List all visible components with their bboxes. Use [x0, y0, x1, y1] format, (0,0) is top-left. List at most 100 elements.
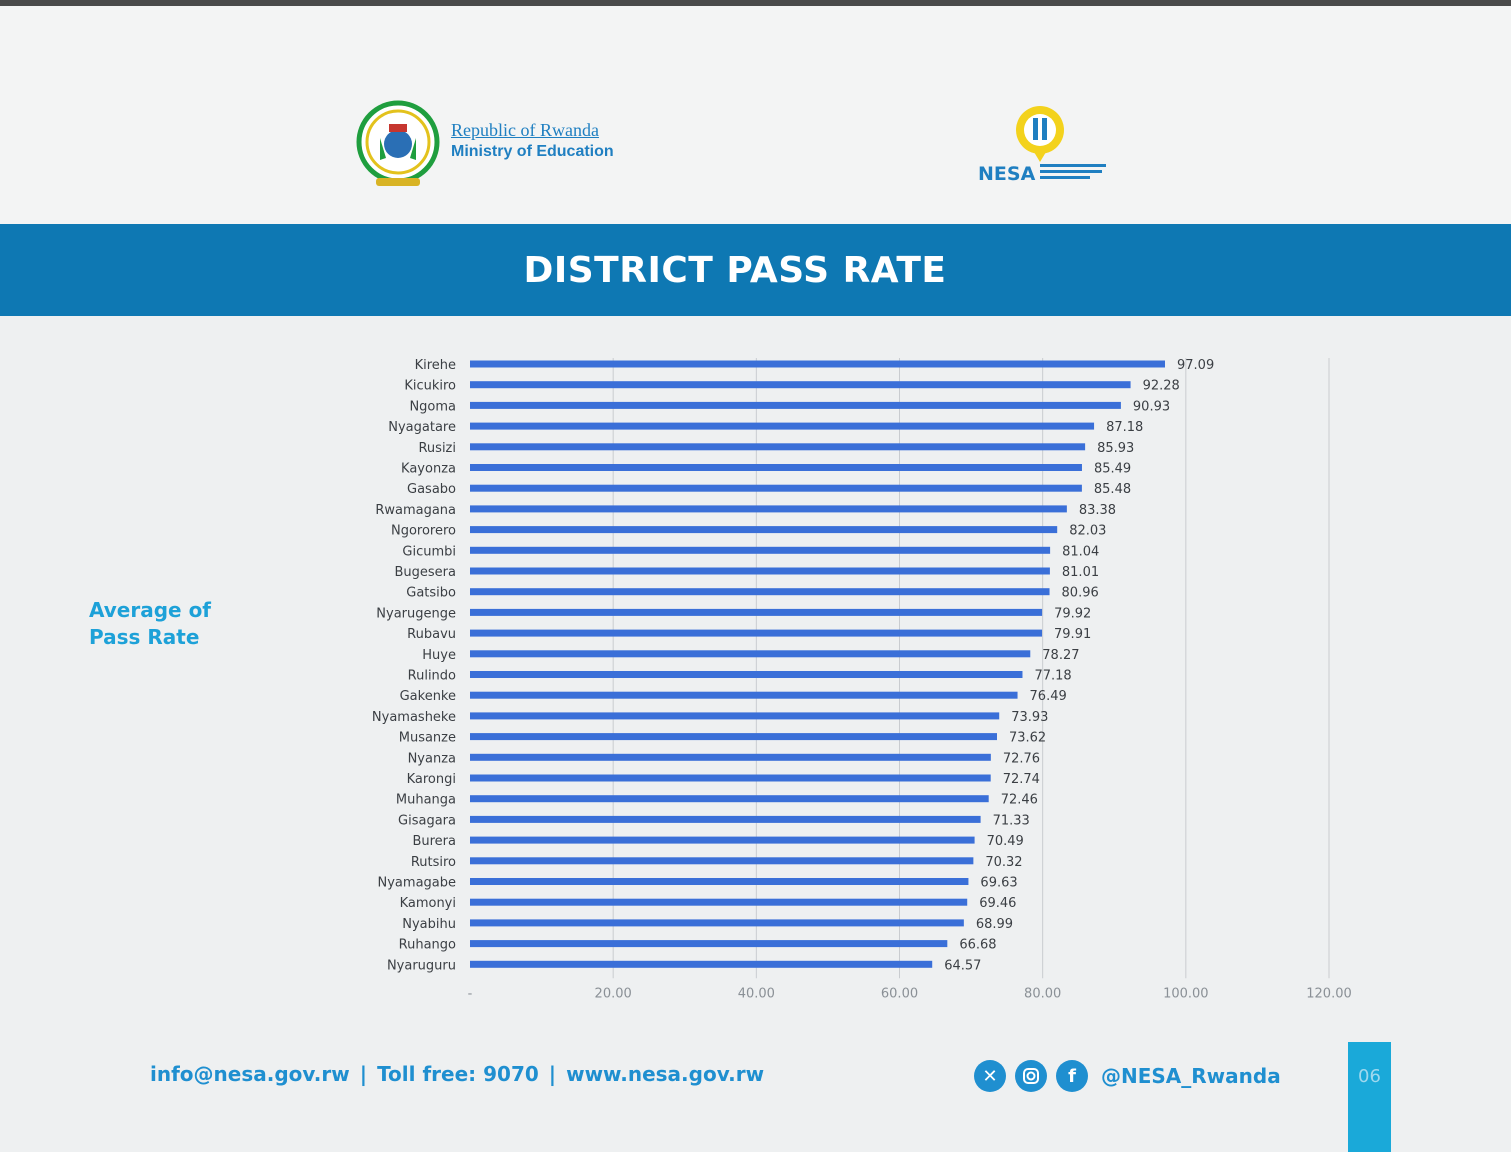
value-label: 80.96: [1062, 586, 1099, 601]
social-links: ✕ f @NESA_Rwanda: [974, 1060, 1281, 1092]
ministry-label: Ministry of Education: [451, 143, 614, 160]
instagram-icon[interactable]: [1015, 1060, 1047, 1092]
page-number-tab: 06: [1348, 1042, 1391, 1152]
rwanda-emblem: [356, 98, 440, 194]
bar: [470, 836, 975, 844]
category-label: Nyamasheke: [372, 710, 456, 725]
bar: [470, 691, 1018, 699]
facebook-icon[interactable]: f: [1056, 1060, 1088, 1092]
value-label: 90.93: [1133, 399, 1170, 414]
category-label: Gasabo: [407, 482, 456, 497]
x-tick-label: 100.00: [1163, 986, 1209, 1001]
category-label: Muhanga: [396, 793, 456, 808]
footer-separator: |: [548, 1062, 557, 1086]
footer-separator: |: [359, 1062, 368, 1086]
category-label: Musanze: [399, 731, 456, 746]
bar: [470, 422, 1095, 430]
value-label: 79.91: [1054, 627, 1091, 642]
category-label: Gisagara: [398, 813, 456, 828]
category-label: Burera: [412, 834, 456, 849]
bar: [470, 753, 991, 761]
page-number: 06: [1358, 1066, 1381, 1087]
bar: [470, 526, 1058, 534]
x-tick-label: 40.00: [738, 986, 775, 1001]
bar: [470, 546, 1051, 554]
bar: [470, 381, 1131, 389]
bar: [470, 484, 1082, 492]
footer-website[interactable]: www.nesa.gov.rw: [566, 1062, 765, 1086]
bar: [470, 360, 1166, 368]
category-label: Gatsibo: [406, 586, 456, 601]
x-twitter-icon[interactable]: ✕: [974, 1060, 1006, 1092]
bar: [470, 608, 1043, 616]
bar: [470, 443, 1086, 451]
category-label: Rubavu: [407, 627, 456, 642]
side-label-line2: Pass Rate: [89, 625, 200, 649]
value-label: 81.04: [1062, 544, 1099, 559]
value-label: 97.09: [1177, 358, 1214, 373]
category-label: Ngororero: [391, 524, 456, 539]
bar: [470, 464, 1082, 471]
value-label: 72.74: [1003, 772, 1040, 787]
bar: [470, 878, 969, 885]
category-label: Kamonyi: [400, 896, 456, 911]
value-label: 72.46: [1001, 793, 1038, 808]
category-label: Nyagatare: [388, 420, 456, 435]
bar: [470, 733, 997, 741]
value-label: 83.38: [1079, 503, 1116, 518]
title-banner: DISTRICT PASS RATE: [0, 224, 1511, 316]
category-label: Nyanza: [408, 751, 456, 766]
value-label: 87.18: [1106, 420, 1143, 435]
bar: [470, 567, 1050, 575]
bar-chart: - 20.00 40.00 60.00 80.00 100.00 120.00 Kirehe 9…: [372, 358, 1352, 1001]
bar: [470, 960, 933, 968]
value-label: 78.27: [1042, 648, 1079, 663]
category-label: Kayonza: [401, 462, 456, 477]
category-label: Rutsiro: [411, 855, 456, 870]
bar: [470, 815, 981, 823]
nesa-logo: NESA: [978, 100, 1110, 188]
value-label: 85.49: [1094, 462, 1131, 477]
category-label: Nyaruguru: [387, 958, 456, 973]
x-tick-label: -: [468, 986, 473, 1001]
category-label: Nyabihu: [402, 917, 456, 932]
footer-email[interactable]: info@nesa.gov.rw: [150, 1062, 350, 1086]
bar: [470, 898, 968, 906]
top-rule: [0, 0, 1511, 6]
x-tick-label: 120.00: [1306, 986, 1352, 1001]
category-label: Rulindo: [408, 669, 456, 684]
value-label: 77.18: [1034, 669, 1071, 684]
category-label: Bugesera: [395, 565, 457, 580]
footer-toll-free: Toll free: 9070: [377, 1062, 539, 1086]
category-label: Ruhango: [399, 938, 456, 953]
category-label: Rusizi: [418, 441, 456, 456]
value-label: 64.57: [944, 958, 981, 973]
value-label: 81.01: [1062, 565, 1099, 580]
category-label: Gakenke: [400, 689, 456, 704]
bar: [470, 629, 1043, 637]
bar: [470, 401, 1121, 409]
value-label: 73.93: [1011, 710, 1048, 725]
category-label: Kirehe: [415, 358, 456, 373]
value-label: 85.93: [1097, 441, 1134, 456]
value-label: 82.03: [1069, 524, 1106, 539]
bar: [470, 712, 1000, 720]
side-label-line1: Average of: [89, 598, 212, 622]
value-label: 69.63: [980, 876, 1017, 891]
footer-contact: info@nesa.gov.rw | Toll free: 9070 | www.nes…: [150, 1062, 764, 1086]
value-label: 72.76: [1003, 751, 1040, 766]
value-label: 70.32: [985, 855, 1022, 870]
value-label: 92.28: [1143, 379, 1180, 394]
category-label: Ngoma: [409, 399, 456, 414]
bar: [470, 857, 974, 865]
axis-side-label: Average of Pass Rate: [89, 597, 269, 651]
value-label: 85.48: [1094, 482, 1131, 497]
value-label: 69.46: [979, 896, 1016, 911]
category-label: Karongi: [407, 772, 456, 787]
category-label: Nyamagabe: [378, 876, 456, 891]
social-handle: @NESA_Rwanda: [1101, 1064, 1281, 1088]
bar: [470, 588, 1050, 596]
value-label: 68.99: [976, 917, 1013, 932]
value-label: 79.92: [1054, 606, 1091, 621]
category-label: Kicukiro: [404, 379, 456, 394]
